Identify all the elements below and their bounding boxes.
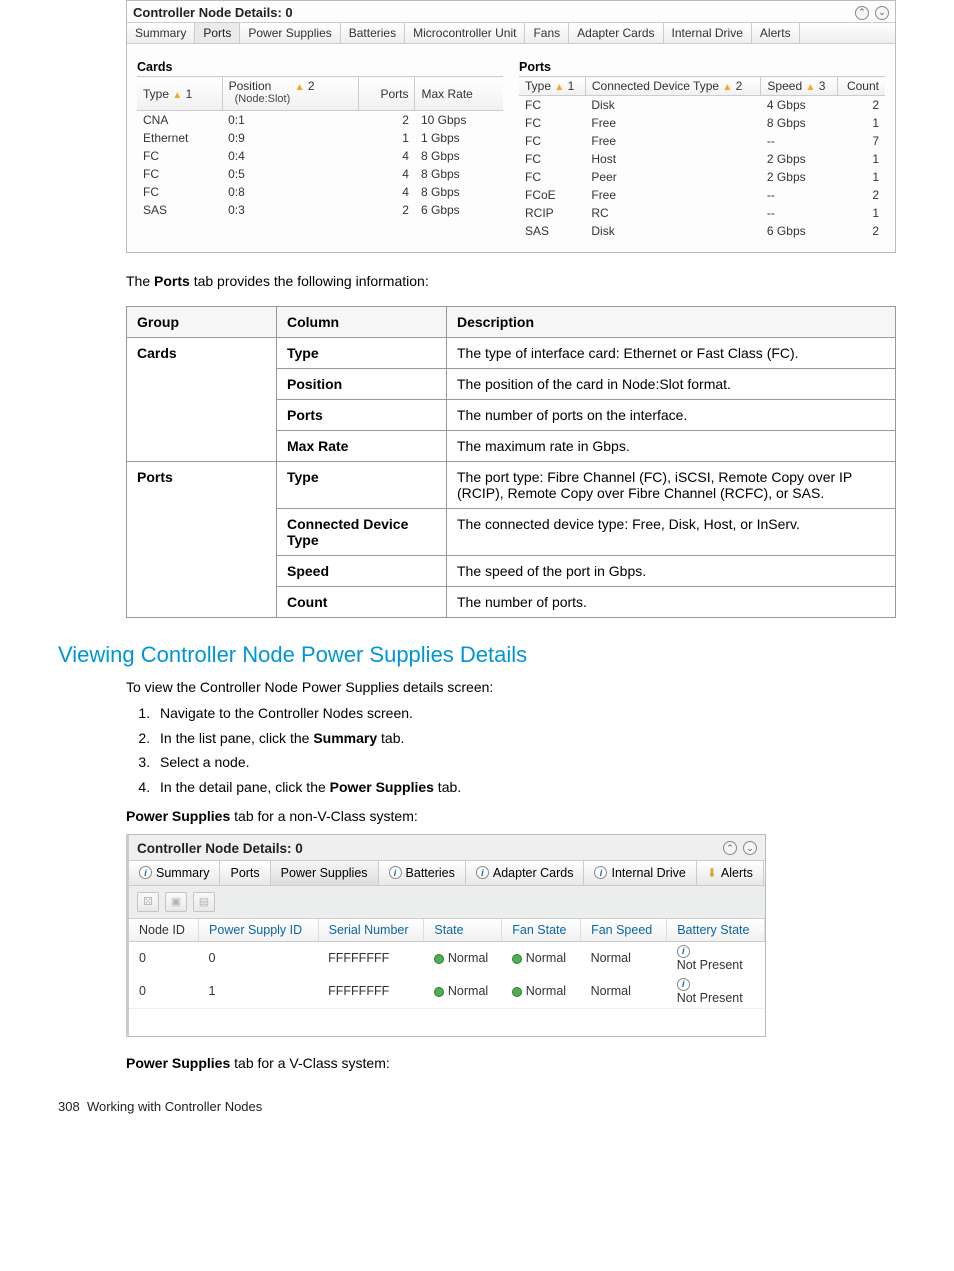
col-header[interactable]: Serial Number — [318, 919, 424, 942]
on-icon[interactable]: ▣ — [165, 892, 187, 912]
tab-batteries[interactable]: Batteries — [341, 23, 405, 43]
info-icon: i — [594, 866, 607, 879]
ports-table: Type ▲ 1 Connected Device Type ▲ 2 Speed… — [519, 76, 885, 240]
cards-row[interactable]: FC0:448 Gbps — [137, 147, 503, 165]
power-supply-row[interactable]: 00FFFFFFFFNormalNormalNormali Not Presen… — [129, 941, 765, 975]
collapse-down-icon[interactable]: ⌄ — [743, 841, 757, 855]
info-icon: i — [139, 866, 152, 879]
info-icon: i — [389, 866, 402, 879]
ports-definition-table: Group Column Description CardsTypeThe ty… — [126, 306, 896, 618]
controller-node-panel-power: Controller Node Details: 0 ⌃ ⌄ iSummaryP… — [126, 834, 766, 1037]
tab-internal-drive[interactable]: Internal Drive — [664, 23, 752, 43]
ports-row[interactable]: FCFree--7 — [519, 132, 885, 150]
ports-tab-sentence: The Ports tab provides the following inf… — [126, 271, 896, 292]
controller-node-panel-ports: Controller Node Details: 0 ⌃ ⌄ SummaryPo… — [126, 0, 896, 253]
ports-row[interactable]: FCHost2 Gbps1 — [519, 150, 885, 168]
col-header[interactable]: Node ID — [129, 919, 199, 942]
info-icon: i — [677, 945, 690, 958]
cards-row[interactable]: FC0:548 Gbps — [137, 165, 503, 183]
info-icon: i — [476, 866, 489, 879]
tab-alerts[interactable]: ⬇Alerts — [697, 861, 764, 885]
ports-row[interactable]: FCDisk4 Gbps2 — [519, 96, 885, 115]
locate-icon[interactable]: ⚄ — [137, 892, 159, 912]
ports-row[interactable]: RCIPRC--1 — [519, 204, 885, 222]
tab-ports[interactable]: Ports — [220, 861, 270, 885]
step-3: Select a node. — [154, 751, 896, 773]
page-footer: 308 Working with Controller Nodes — [58, 1099, 896, 1114]
step-1: Navigate to the Controller Nodes screen. — [154, 702, 896, 724]
ports-row[interactable]: FCPeer2 Gbps1 — [519, 168, 885, 186]
off-icon[interactable]: ▤ — [193, 892, 215, 912]
caption-v: Power Supplies tab for a V-Class system: — [126, 1055, 896, 1071]
col-header[interactable]: State — [424, 919, 502, 942]
tab-fans[interactable]: Fans — [525, 23, 569, 43]
tab-ports[interactable]: Ports — [195, 23, 240, 43]
col-header[interactable]: Power Supply ID — [199, 919, 319, 942]
power-supplies-table: Node IDPower Supply IDSerial NumberState… — [129, 919, 765, 1008]
tab-adapter-cards[interactable]: Adapter Cards — [569, 23, 663, 43]
col-header[interactable]: Fan State — [502, 919, 581, 942]
alert-warn-icon: ⬇ — [707, 866, 717, 880]
cards-row[interactable]: CNA0:1210 Gbps — [137, 111, 503, 130]
info-icon: i — [677, 978, 690, 991]
cards-row[interactable]: FC0:848 Gbps — [137, 183, 503, 201]
collapse-down-icon[interactable]: ⌄ — [875, 6, 889, 20]
collapse-up-icon[interactable]: ⌃ — [855, 6, 869, 20]
tab-power-supplies[interactable]: Power Supplies — [271, 861, 379, 885]
tab-microcontroller-unit[interactable]: Microcontroller Unit — [405, 23, 525, 43]
tab-batteries[interactable]: iBatteries — [379, 861, 466, 885]
cards-row[interactable]: SAS0:326 Gbps — [137, 201, 503, 219]
ports-row[interactable]: SASDisk6 Gbps2 — [519, 222, 885, 240]
step-4: In the detail pane, click the Power Supp… — [154, 776, 896, 798]
tab-alerts[interactable]: Alerts — [752, 23, 800, 43]
ports-row[interactable]: FCoEFree--2 — [519, 186, 885, 204]
tab-power-supplies[interactable]: Power Supplies — [240, 23, 340, 43]
tab-summary[interactable]: iSummary — [129, 861, 220, 885]
step-list: Navigate to the Controller Nodes screen.… — [126, 702, 896, 798]
status-dot-icon — [512, 954, 522, 964]
col-header[interactable]: Fan Speed — [581, 919, 667, 942]
section-intro: To view the Controller Node Power Suppli… — [126, 676, 896, 698]
section-heading: Viewing Controller Node Power Supplies D… — [58, 642, 896, 668]
collapse-up-icon[interactable]: ⌃ — [723, 841, 737, 855]
step-2: In the list pane, click the Summary tab. — [154, 727, 896, 749]
status-dot-icon — [434, 954, 444, 964]
tab-summary[interactable]: Summary — [127, 23, 195, 43]
panel2-title: Controller Node Details: 0 — [137, 841, 303, 856]
status-dot-icon — [512, 987, 522, 997]
col-header[interactable]: Battery State — [667, 919, 765, 942]
status-dot-icon — [434, 987, 444, 997]
tab-internal-drive[interactable]: iInternal Drive — [584, 861, 696, 885]
panel-title: Controller Node Details: 0 — [133, 5, 293, 20]
cards-heading: Cards — [137, 58, 503, 76]
panel2-toolbar: ⚄ ▣ ▤ — [129, 886, 765, 919]
ports-heading: Ports — [519, 58, 885, 76]
caption-nonv: Power Supplies tab for a non-V-Class sys… — [126, 808, 896, 824]
tab-adapter-cards[interactable]: iAdapter Cards — [466, 861, 585, 885]
cards-row[interactable]: Ethernet0:911 Gbps — [137, 129, 503, 147]
power-supply-row[interactable]: 01FFFFFFFFNormalNormalNormali Not Presen… — [129, 975, 765, 1008]
ports-row[interactable]: FCFree8 Gbps1 — [519, 114, 885, 132]
cards-table: Type ▲ 1 Position ▲ 2(Node:Slot) Ports M… — [137, 76, 503, 219]
